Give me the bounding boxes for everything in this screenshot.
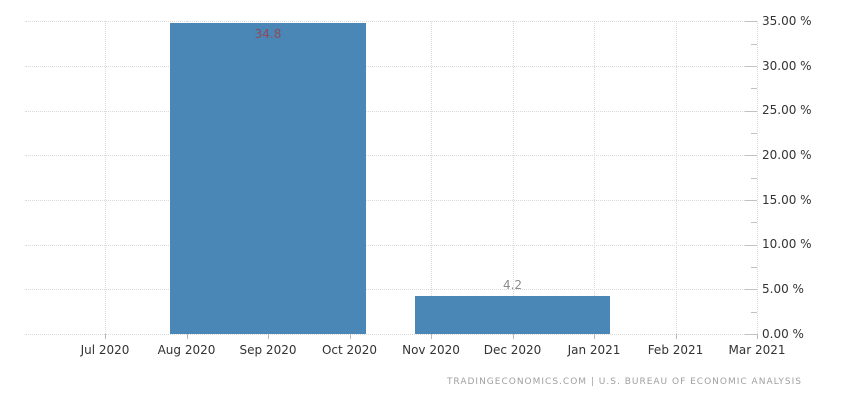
y-axis-tick: [745, 21, 757, 23]
y-axis-tick: [745, 155, 757, 157]
y-axis-tick-label: 25.00 %: [762, 103, 812, 118]
y-axis-minor-tick: [751, 88, 757, 90]
gridline-horizontal: [25, 289, 757, 291]
y-axis-tick-label: 35.00 %: [762, 13, 812, 28]
gridline-vertical: [105, 21, 106, 334]
y-axis-tick: [745, 66, 757, 68]
gridline-vertical: [594, 21, 595, 334]
x-axis-tick: [186, 334, 188, 339]
y-axis-minor-tick: [751, 311, 757, 313]
x-axis-tick: [431, 334, 432, 339]
y-axis-minor-tick: [751, 222, 757, 224]
x-axis-tick-label: Aug 2020: [157, 343, 216, 357]
x-axis-tick: [594, 334, 595, 339]
gridline-vertical: [431, 21, 432, 334]
x-axis-tick-label: Mar 2021: [728, 343, 786, 357]
gridline-horizontal: [25, 155, 757, 157]
y-axis-tick: [745, 244, 757, 246]
y-axis-tick: [745, 334, 757, 335]
y-axis-tick-label: 10.00 %: [762, 237, 812, 252]
gridline-horizontal: [25, 21, 757, 23]
gridline-horizontal: [25, 200, 757, 202]
source-attribution: TRADINGECONOMICS.COM | U.S. BUREAU OF EC…: [446, 377, 802, 387]
x-axis-tick: [757, 334, 758, 339]
gridline-horizontal: [25, 110, 757, 112]
y-axis-minor-tick: [751, 177, 757, 179]
x-axis-tick: [349, 334, 351, 339]
y-axis-tick-label: 0.00 %: [762, 326, 804, 341]
y-axis-tick-label: 20.00 %: [762, 147, 812, 162]
bar-value-label: 34.8: [254, 27, 282, 42]
y-axis-tick-label: 5.00 %: [762, 281, 804, 296]
gridline-horizontal: [25, 244, 757, 246]
x-axis-tick-label: Jul 2020: [80, 343, 130, 357]
bar-value-label: 4.2: [502, 278, 523, 293]
x-axis-tick-label: Feb 2021: [647, 343, 704, 357]
bar[interactable]: [414, 296, 611, 334]
y-axis-minor-tick: [751, 267, 757, 268]
x-axis-tick-label: Sep 2020: [239, 343, 297, 357]
x-axis-tick: [675, 334, 677, 339]
x-axis-tick-label: Oct 2020: [321, 343, 378, 357]
y-axis-tick: [745, 289, 757, 291]
x-axis-tick-label: Dec 2020: [483, 343, 542, 357]
x-axis-tick: [105, 334, 106, 339]
y-axis-tick-label: 30.00 %: [762, 58, 812, 73]
x-axis-tick: [512, 334, 514, 339]
x-axis-tick: [268, 334, 269, 339]
y-axis-tick: [745, 200, 757, 202]
gridline-vertical: [675, 21, 677, 334]
x-axis-tick-label: Jan 2021: [567, 343, 621, 357]
y-axis-tick: [745, 110, 757, 112]
gridline-vertical: [512, 21, 514, 334]
y-axis-minor-tick: [751, 133, 757, 135]
y-axis-minor-tick: [751, 43, 757, 45]
x-axis-tick-label: Nov 2020: [402, 343, 460, 357]
bar[interactable]: [170, 23, 366, 334]
gridline-vertical: [757, 21, 758, 334]
gridline-horizontal: [25, 334, 757, 335]
gridline-horizontal: [25, 66, 757, 68]
y-axis-tick-label: 15.00 %: [762, 192, 812, 207]
